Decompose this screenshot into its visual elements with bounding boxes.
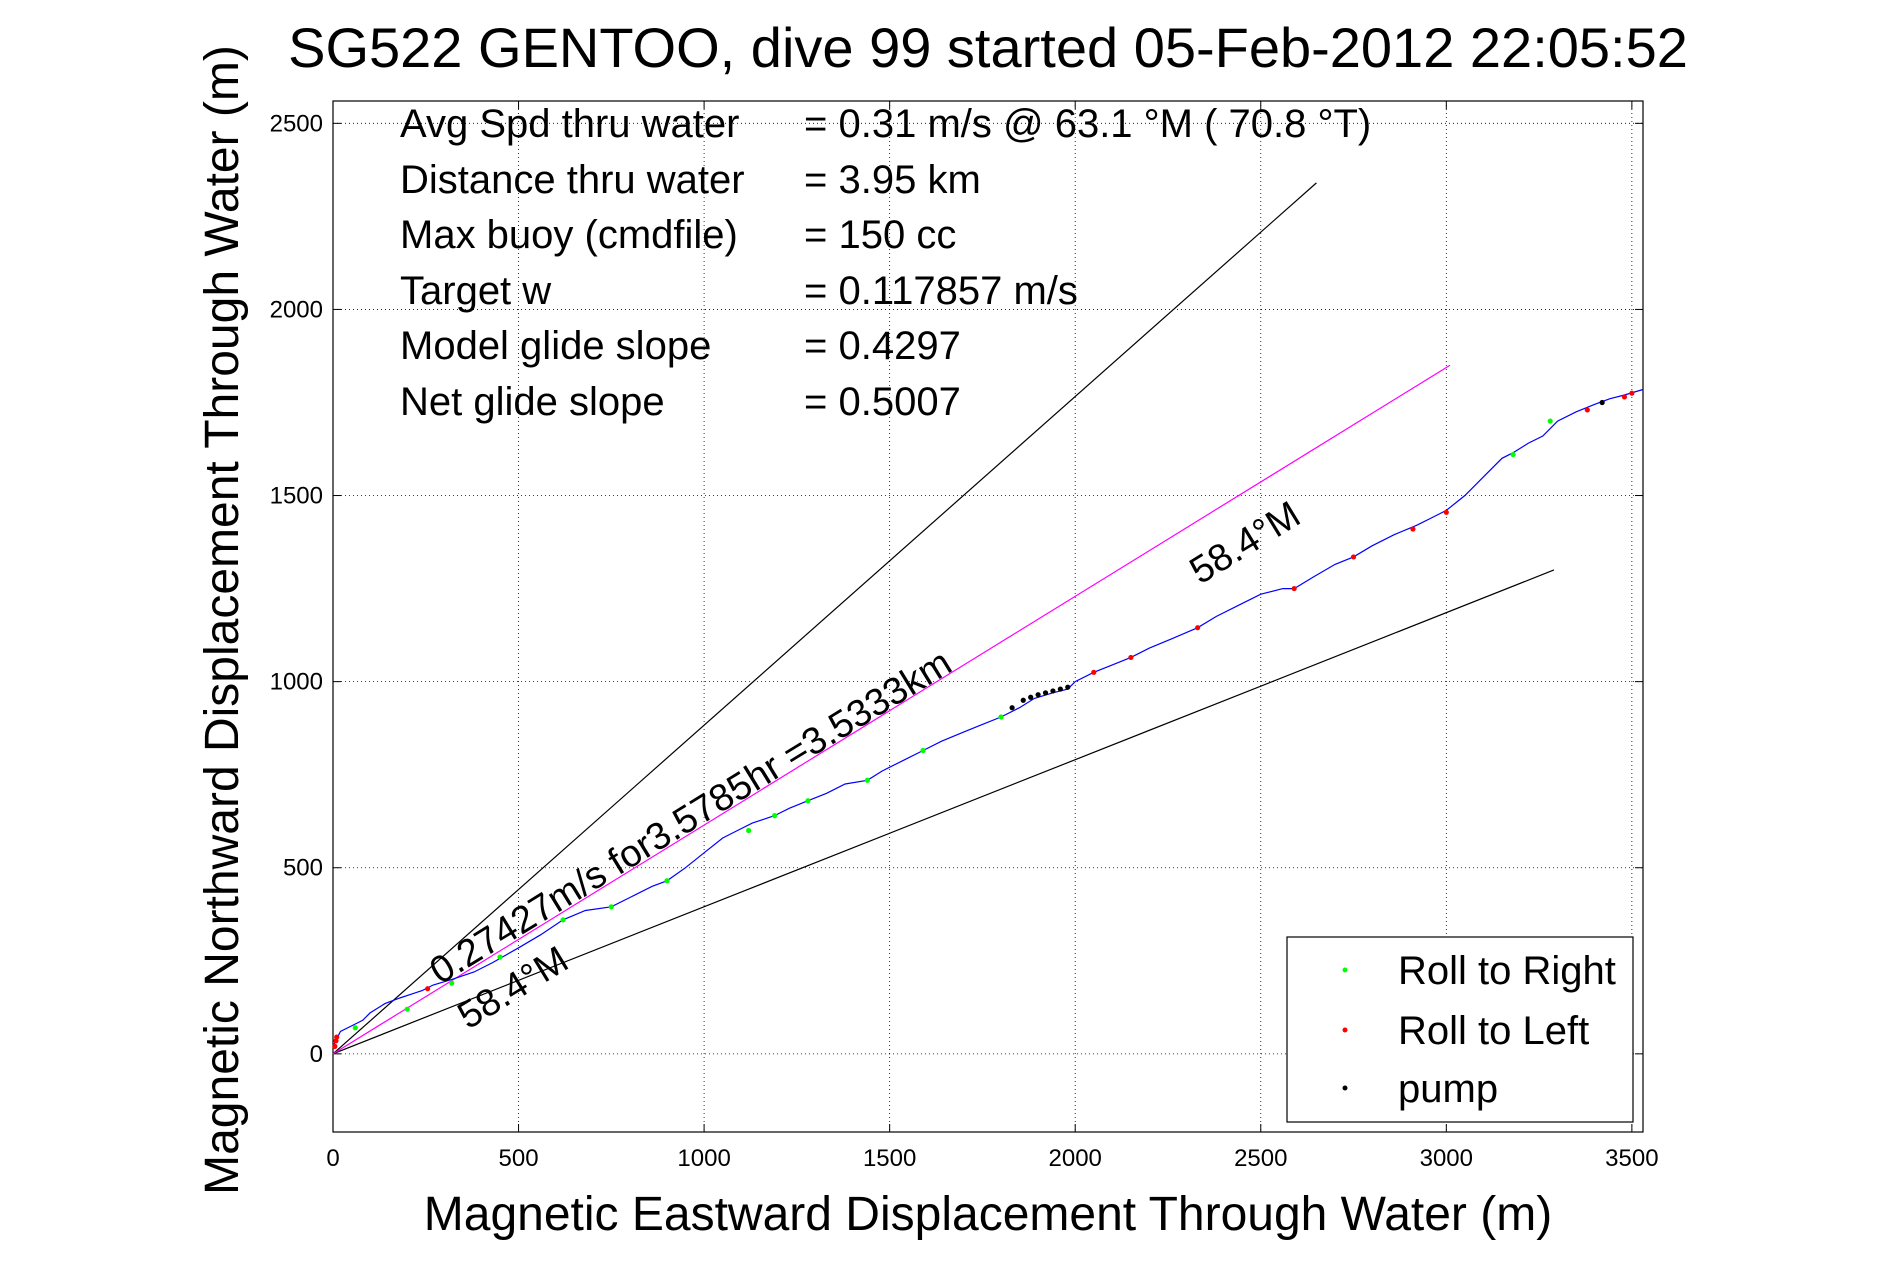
x-tick-label-3: 1500 xyxy=(863,1145,916,1172)
roll-to-right-point xyxy=(404,1006,410,1012)
roll-to-right-point xyxy=(608,904,614,910)
x-axis-label: Magnetic Eastward Displacement Through W… xyxy=(424,1188,1552,1241)
pump-point xyxy=(1009,705,1015,711)
roll-to-left-point xyxy=(1195,625,1201,631)
roll-to-right-point xyxy=(864,777,870,783)
roll-to-left-point xyxy=(1091,669,1097,675)
stat-label-5: Net glide slope xyxy=(400,380,665,424)
stat-label-2: Max buoy (cmdfile) xyxy=(400,213,738,257)
y-tick-label-0: 0 xyxy=(310,1041,323,1068)
legend-label-roll-left: Roll to Left xyxy=(1398,1009,1589,1053)
y-tick-label-2: 1000 xyxy=(270,669,323,696)
roll-to-left-point xyxy=(1350,554,1357,560)
pump-point xyxy=(1057,686,1063,692)
pump-point xyxy=(1042,690,1049,696)
y-tick-label-1: 500 xyxy=(283,855,323,882)
pump-point xyxy=(1599,399,1605,406)
pump-point xyxy=(1020,697,1026,703)
roll-to-right-point xyxy=(998,714,1004,720)
roll-to-right-point xyxy=(497,954,503,960)
legend-label-pump: pump xyxy=(1398,1067,1498,1111)
stat-value-2: = 150 cc xyxy=(804,213,956,257)
stat-value-4: = 0.4297 xyxy=(804,324,961,368)
stat-label-0: Avg Spd thru water xyxy=(400,102,739,146)
legend-label-roll-right: Roll to Right xyxy=(1398,949,1616,993)
x-tick-label-0: 0 xyxy=(326,1145,339,1172)
roll-to-left-point xyxy=(1443,509,1449,515)
roll-to-left-point xyxy=(334,1034,340,1040)
roll-to-right-point xyxy=(805,798,811,804)
stat-label-1: Distance thru water xyxy=(400,158,745,202)
roll-to-right-point xyxy=(352,1025,358,1031)
envelope-lower-line xyxy=(332,569,1555,1055)
legend-marker-pump xyxy=(1342,1085,1348,1091)
stat-label-4: Model glide slope xyxy=(400,324,711,368)
roll-to-right-point xyxy=(560,917,566,923)
legend-marker-roll-right xyxy=(1342,967,1348,973)
stat-value-5: = 0.5007 xyxy=(804,380,961,424)
stats-block: Avg Spd thru water = 0.31 m/s @ 63.1 °M … xyxy=(400,102,1371,424)
roll-to-left-point xyxy=(1621,394,1628,400)
stat-value-3: = 0.117857 m/s xyxy=(804,269,1078,313)
y-tick-label-3: 1500 xyxy=(270,483,323,510)
x-tick-label-4: 2000 xyxy=(1049,1145,1102,1172)
roll-to-left-point xyxy=(425,986,431,992)
stat-label-3: Target w xyxy=(400,269,551,313)
y-tick-label-5: 2500 xyxy=(270,110,323,137)
roll-to-right-point xyxy=(772,813,778,819)
legend-marker-roll-left xyxy=(1342,1027,1348,1033)
stat-value-0: = 0.31 m/s @ 63.1 °M ( 70.8 °T) xyxy=(804,102,1371,146)
heading-line xyxy=(332,364,1451,1055)
x-tick-label-2: 1000 xyxy=(677,1145,730,1172)
pump-point xyxy=(1050,688,1056,694)
x-tick-label-7: 3500 xyxy=(1605,1145,1658,1172)
data-layer xyxy=(332,182,1644,1055)
y-tick-label-4: 2000 xyxy=(270,296,323,323)
roll-to-left-point xyxy=(1128,654,1134,661)
pump-point xyxy=(1028,694,1034,700)
roll-to-right-point xyxy=(746,827,752,834)
roll-to-right-point xyxy=(1547,418,1553,424)
roll-to-left-point xyxy=(1410,526,1416,532)
roll-to-left-point xyxy=(332,1043,338,1049)
envelope-upper-line xyxy=(332,182,1317,1055)
roll-to-right-point xyxy=(920,747,926,754)
legend: Roll to Right Roll to Left pump xyxy=(1286,936,1634,1123)
chart-title: SG522 GENTOO, dive 99 started 05-Feb-201… xyxy=(288,16,1688,79)
roll-to-left-point xyxy=(1629,390,1635,396)
stat-value-1: = 3.95 km xyxy=(804,158,981,202)
ticks-layer: 0 500 1000 1500 2000 2500 3000 3500 0 500 1000 1500… xyxy=(270,101,1659,1172)
pump-point xyxy=(1065,684,1071,690)
x-tick-label-6: 3000 xyxy=(1420,1145,1473,1172)
y-axis-label: Magnetic Northward Displacement Through … xyxy=(196,45,249,1195)
roll-to-left-point xyxy=(1584,407,1590,413)
roll-to-right-point xyxy=(664,878,670,884)
roll-to-right-point xyxy=(1510,451,1516,458)
roll-to-right-point xyxy=(449,980,455,986)
x-tick-label-1: 500 xyxy=(499,1145,539,1172)
x-tick-label-5: 2500 xyxy=(1234,1145,1287,1172)
roll-to-left-point xyxy=(1291,585,1297,592)
pump-point xyxy=(1035,692,1041,698)
